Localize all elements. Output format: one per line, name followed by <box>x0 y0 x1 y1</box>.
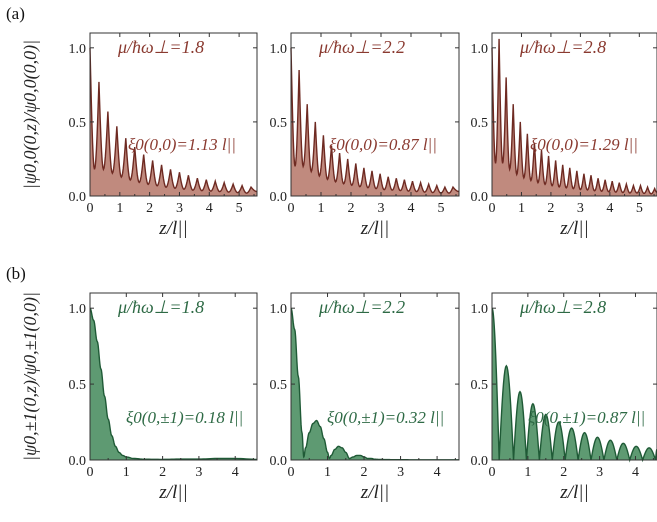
x-tick-label: 3 <box>176 201 183 216</box>
x-tick-label: 2 <box>547 201 554 216</box>
y-tick-label: 1.0 <box>471 42 489 57</box>
plot-frame <box>89 32 258 197</box>
x-tick-label: 0 <box>288 465 295 480</box>
panel-label-a: (a) <box>6 4 25 23</box>
x-tick-label: 2 <box>361 465 368 480</box>
x-tick-label: 0 <box>87 201 94 216</box>
x-tick-label: 1 <box>518 201 525 216</box>
x-tick-label: 5 <box>636 201 643 216</box>
series-line <box>491 38 657 195</box>
y-tick-label: 0.5 <box>471 116 489 131</box>
x-tick-label: 4 <box>408 201 415 216</box>
series-area <box>492 308 657 460</box>
x-tick-label: 0 <box>489 201 496 216</box>
series-area <box>492 38 657 197</box>
y-tick-label: 0.5 <box>69 116 87 131</box>
x-tick-label: 0 <box>489 465 496 480</box>
chart-panel-b2: 0 1 2 3 4 0.0 0.5 1.0 z/l|| μ/ħω⊥=2.2 ξ0(0,±1)=0.3… <box>270 292 460 503</box>
chart-panel-a2: 0 1 2 3 4 5 0.0 0.5 1.0 z/l|| μ/ħω⊥=2.2 ξ0(0,0)=0.8… <box>270 32 460 239</box>
x-tick-label: 1 <box>324 465 331 480</box>
annotation-ratio: μ/ħω⊥=2.2 <box>318 297 405 317</box>
series-line <box>491 307 657 463</box>
y-tick-label: 0.0 <box>270 190 288 205</box>
y-tick-label: 0.5 <box>471 378 489 393</box>
series-area <box>291 47 459 196</box>
y-tick-label: 0.5 <box>69 378 87 393</box>
x-axis-label: z/l|| <box>158 482 187 503</box>
y-tick-label: 0.0 <box>471 454 489 469</box>
annotation-xi: ξ0(0,0)=1.13 l|| <box>128 135 236 154</box>
series-area <box>291 308 459 460</box>
annotation-ratio: μ/ħω⊥=2.2 <box>318 37 405 57</box>
x-tick-label: 5 <box>236 201 243 216</box>
series-line <box>89 307 258 461</box>
x-tick-label: 3 <box>195 465 202 480</box>
series-line <box>290 47 460 194</box>
x-axis-label: z/l|| <box>158 218 187 239</box>
x-axis-label: z/l|| <box>360 218 389 239</box>
x-axis-label: z/l|| <box>360 482 389 503</box>
y-tick-label: 0.0 <box>69 454 87 469</box>
x-tick-label: 5 <box>438 201 445 216</box>
y-tick-label: 1.0 <box>270 42 288 57</box>
x-axis-label: z/l|| <box>559 218 588 239</box>
x-tick-label: 4 <box>606 201 613 216</box>
x-tick-label: 0 <box>288 201 295 216</box>
plot-frame <box>89 292 258 461</box>
y-tick-label: 0.5 <box>270 378 288 393</box>
chart-panel-a3: 0 1 2 3 4 5 0.0 0.5 1.0 z/l|| μ/ħω⊥=2.8 ξ0(0,0)=1.2… <box>471 32 657 239</box>
x-tick-label: 2 <box>159 465 166 480</box>
plot-frame <box>491 292 657 461</box>
x-tick-label: 2 <box>348 201 355 216</box>
panel-label-b: (b) <box>6 264 26 283</box>
y-tick-label: 1.0 <box>471 302 489 317</box>
x-axis-label: z/l|| <box>559 482 588 503</box>
annotation-xi: ξ0(0,0)=0.87 l|| <box>329 135 437 154</box>
annotation-ratio: μ/ħω⊥=2.8 <box>519 297 606 317</box>
y-tick-label: 1.0 <box>270 302 288 317</box>
annotation-ratio: μ/ħω⊥=1.8 <box>117 297 204 317</box>
y-axis-label: |ψ0,0(0,z)/ψ0,0(0,0)| <box>20 40 41 189</box>
series-line <box>89 47 258 194</box>
x-tick-label: 4 <box>434 465 441 480</box>
y-tick-label: 1.0 <box>69 42 87 57</box>
x-tick-label: 4 <box>632 465 639 480</box>
annotation-xi: ξ0(0,0)=1.29 l|| <box>530 135 638 154</box>
x-tick-label: 3 <box>596 465 603 480</box>
x-tick-label: 3 <box>577 201 584 216</box>
annotation-xi: ξ0(0,±1)=0.87 l|| <box>528 408 645 427</box>
chart-panel-a1: 0 1 2 3 4 5 0.0 0.5 1.0 z/l|| |ψ0,0(0,z)/ψ0,0(0,0)… <box>20 32 258 239</box>
y-tick-label: 0.0 <box>471 190 489 205</box>
annotation-xi: ξ0(0,±1)=0.18 l|| <box>126 408 243 427</box>
y-tick-label: 0.0 <box>69 190 87 205</box>
x-tick-label: 2 <box>560 465 567 480</box>
x-tick-label: 1 <box>318 201 325 216</box>
chart-panel-b1: 0 1 2 3 4 0.0 0.5 1.0 z/l|| |ψ0,±1(0,z)/ψ0,±1(0,0… <box>20 292 258 503</box>
x-tick-label: 1 <box>524 465 531 480</box>
plot-frame <box>290 292 460 461</box>
series-area <box>90 308 257 460</box>
x-tick-label: 4 <box>232 465 239 480</box>
y-tick-label: 1.0 <box>69 302 87 317</box>
annotation-ratio: μ/ħω⊥=1.8 <box>117 37 204 57</box>
y-axis-label: |ψ0,±1(0,z)/ψ0,±1(0,0)| <box>20 292 41 461</box>
annotation-xi: ξ0(0,±1)=0.32 l|| <box>327 408 444 427</box>
x-tick-label: 1 <box>123 465 130 480</box>
x-tick-label: 3 <box>397 465 404 480</box>
x-tick-label: 1 <box>116 201 123 216</box>
x-tick-label: 4 <box>206 201 213 216</box>
x-tick-label: 3 <box>378 201 385 216</box>
plot-frame <box>290 32 460 197</box>
y-tick-label: 0.0 <box>270 454 288 469</box>
x-tick-label: 0 <box>87 465 94 480</box>
series-area <box>90 47 257 196</box>
plot-frame <box>491 32 657 197</box>
y-tick-label: 0.5 <box>270 116 288 131</box>
annotation-ratio: μ/ħω⊥=2.8 <box>519 37 606 57</box>
x-tick-label: 2 <box>146 201 153 216</box>
chart-panel-b3: 0 1 2 3 4 0.0 0.5 1.0 z/l|| μ/ħω⊥=2.8 ξ0(0,±1)=0.8… <box>471 292 657 503</box>
